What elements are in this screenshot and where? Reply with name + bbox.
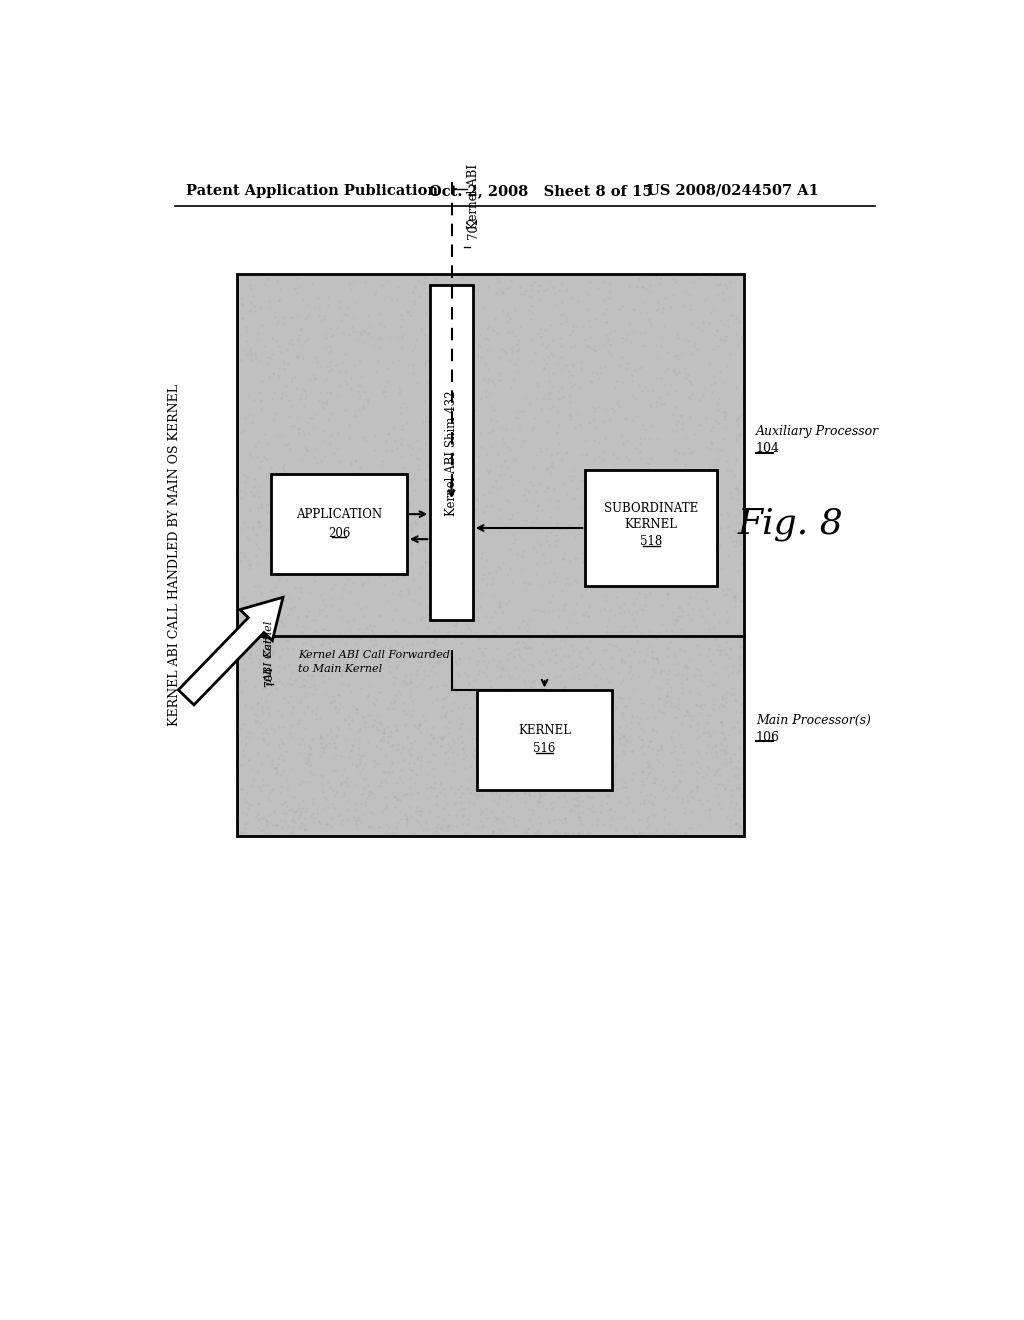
Text: Kernel ABI Shim 432: Kernel ABI Shim 432 [445, 391, 458, 516]
Text: Main Processor(s): Main Processor(s) [756, 714, 870, 727]
Text: 516: 516 [534, 742, 556, 755]
Text: to Main Kernel: to Main Kernel [299, 664, 383, 675]
Bar [271, 474, 407, 574]
FancyArrow shape [178, 598, 283, 705]
Text: Kernel: Kernel [264, 620, 274, 659]
Bar [477, 689, 612, 789]
Text: APPLICATION: APPLICATION [296, 508, 382, 521]
Bar [586, 470, 717, 586]
Text: Kernel ABI Call Forwarded: Kernel ABI Call Forwarded [299, 649, 451, 660]
Text: Kernel ABI: Kernel ABI [467, 164, 480, 230]
Text: 104: 104 [756, 442, 779, 455]
Bar [430, 285, 473, 620]
Text: KERNEL ABI CALL HANDLED BY MAIN OS KERNEL: KERNEL ABI CALL HANDLED BY MAIN OS KERNE… [168, 384, 181, 726]
Text: 106: 106 [756, 731, 779, 744]
Bar [237, 275, 744, 836]
Text: Patent Application Publication: Patent Application Publication [186, 183, 438, 198]
Text: 206: 206 [328, 527, 350, 540]
Text: 704: 704 [264, 667, 274, 688]
Text: KERNEL: KERNEL [625, 517, 678, 531]
Text: ABI Call: ABI Call [264, 636, 274, 682]
Text: SUBORDINATE: SUBORDINATE [604, 502, 698, 515]
Text: US 2008/0244507 A1: US 2008/0244507 A1 [647, 183, 819, 198]
Text: Auxiliary Processor: Auxiliary Processor [756, 425, 879, 438]
Text: 518: 518 [640, 536, 663, 548]
Text: Oct. 2, 2008   Sheet 8 of 15: Oct. 2, 2008 Sheet 8 of 15 [429, 183, 652, 198]
Text: 702: 702 [467, 216, 480, 239]
Text: Fig. 8: Fig. 8 [737, 507, 844, 541]
Text: KERNEL: KERNEL [518, 723, 571, 737]
